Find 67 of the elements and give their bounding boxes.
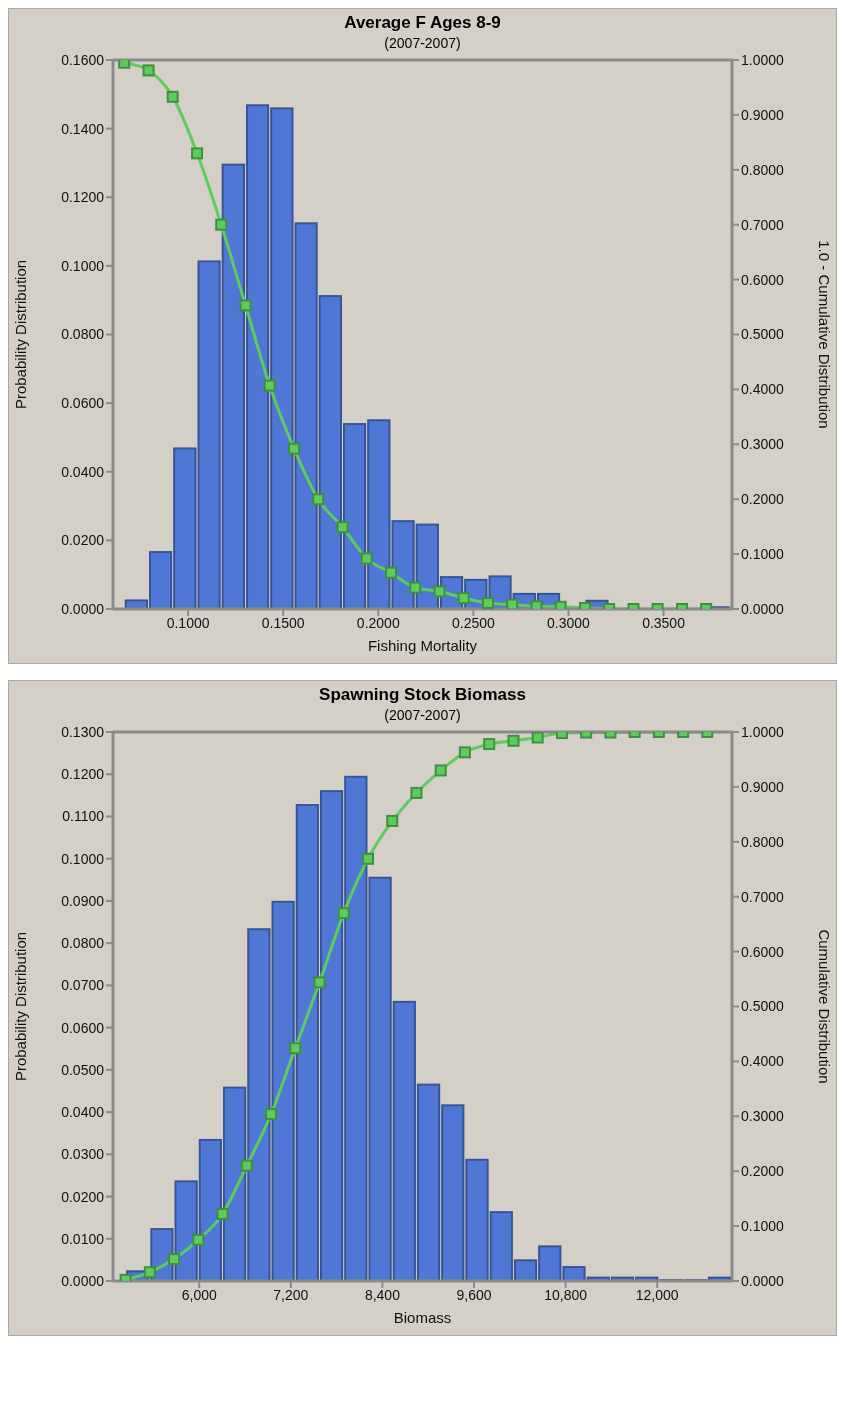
x-tick-label: 0.1500 xyxy=(261,614,305,631)
y2-tick-label: 0.8000 xyxy=(741,161,785,178)
y2-tick-label: 0.6000 xyxy=(741,943,785,960)
y-tick-label: 0.0800 xyxy=(61,935,105,952)
y2-tick-label: 0.2000 xyxy=(741,1163,785,1180)
y-tick-label: 0.0000 xyxy=(61,1272,105,1289)
y2-tick-label: 0.4000 xyxy=(741,381,785,398)
y2-tick-label: 0.4000 xyxy=(741,1053,785,1070)
x-axis-title: Biomass xyxy=(393,1309,452,1326)
y-tick-label: 0.0100 xyxy=(61,1230,105,1247)
y2-tick-label: 0.7000 xyxy=(741,888,785,905)
y2-axis-title: 1.0 - Cumulative Distribution xyxy=(815,240,833,429)
x-tick-label: 0.2000 xyxy=(356,614,400,631)
x-tick-label: 8,400 xyxy=(364,1286,401,1303)
x-tick-label: 0.3500 xyxy=(642,614,686,631)
y-tick-label: 0.1000 xyxy=(61,257,105,274)
y2-tick-label: 0.0000 xyxy=(741,600,785,617)
y2-tick-label: 0.7000 xyxy=(741,216,785,233)
y-tick-label: 0.0600 xyxy=(61,1019,105,1036)
y-tick-label: 0.0000 xyxy=(61,600,105,617)
y-axis-title: Probability Distribution xyxy=(12,259,30,410)
y2-tick-label: 1.0000 xyxy=(741,51,785,68)
chart-subtitle: (2007-2007) xyxy=(383,35,462,51)
y2-tick-label: 0.3000 xyxy=(741,436,785,453)
y-tick-label: 0.0700 xyxy=(61,977,105,994)
y-tick-label: 0.0800 xyxy=(61,326,105,343)
y-tick-label: 0.1100 xyxy=(62,808,105,825)
y2-tick-label: 1.0000 xyxy=(741,723,785,740)
y-tick-label: 0.0500 xyxy=(61,1061,105,1078)
y2-tick-label: 0.9000 xyxy=(741,778,785,795)
y-tick-label: 0.1000 xyxy=(61,850,105,867)
x-tick-label: 0.1000 xyxy=(166,614,210,631)
y2-tick-label: 0.8000 xyxy=(741,833,785,850)
y-tick-label: 0.0200 xyxy=(61,1188,105,1205)
y-tick-label: 0.0400 xyxy=(61,1104,105,1121)
y2-tick-label: 0.0000 xyxy=(741,1272,785,1289)
y-tick-label: 0.0900 xyxy=(61,892,105,909)
x-tick-label: 0.2500 xyxy=(451,614,495,631)
x-tick-label: 0.3000 xyxy=(547,614,591,631)
y2-tick-label: 0.9000 xyxy=(741,106,785,123)
y2-tick-label: 0.2000 xyxy=(741,491,785,508)
x-axis-title: Fishing Mortality xyxy=(367,637,478,654)
chart-title: Average F Ages 8-9 xyxy=(343,12,502,33)
chart-subtitle: (2007-2007) xyxy=(383,707,462,723)
x-tick-label: 12,000 xyxy=(635,1286,679,1303)
y-tick-label: 0.0600 xyxy=(61,395,105,412)
y2-tick-label: 0.6000 xyxy=(741,271,785,288)
x-tick-label: 10,800 xyxy=(544,1286,588,1303)
y-axis-title: Probability Distribution xyxy=(12,931,30,1082)
y-tick-label: 0.1400 xyxy=(61,120,105,137)
y2-tick-label: 0.3000 xyxy=(741,1108,785,1125)
y2-tick-label: 0.5000 xyxy=(741,326,785,343)
y-tick-label: 0.1600 xyxy=(61,51,105,68)
x-tick-label: 9,600 xyxy=(456,1286,492,1303)
x-tick-label: 6,000 xyxy=(181,1286,217,1303)
y2-tick-label: 0.1000 xyxy=(741,1218,785,1235)
x-tick-label: 7,200 xyxy=(273,1286,309,1303)
y-tick-label: 0.1200 xyxy=(61,189,105,206)
y2-tick-label: 0.1000 xyxy=(741,546,785,563)
y-tick-label: 0.0300 xyxy=(61,1146,105,1163)
chart-title: Spawning Stock Biomass xyxy=(318,684,527,705)
y2-axis-title: Cumulative Distribution xyxy=(815,929,833,1084)
y-tick-label: 0.1200 xyxy=(61,766,105,783)
y-tick-label: 0.0400 xyxy=(61,463,105,480)
y-tick-label: 0.1300 xyxy=(61,723,105,740)
y-tick-label: 0.0200 xyxy=(61,532,105,549)
y2-tick-label: 0.5000 xyxy=(741,998,785,1015)
